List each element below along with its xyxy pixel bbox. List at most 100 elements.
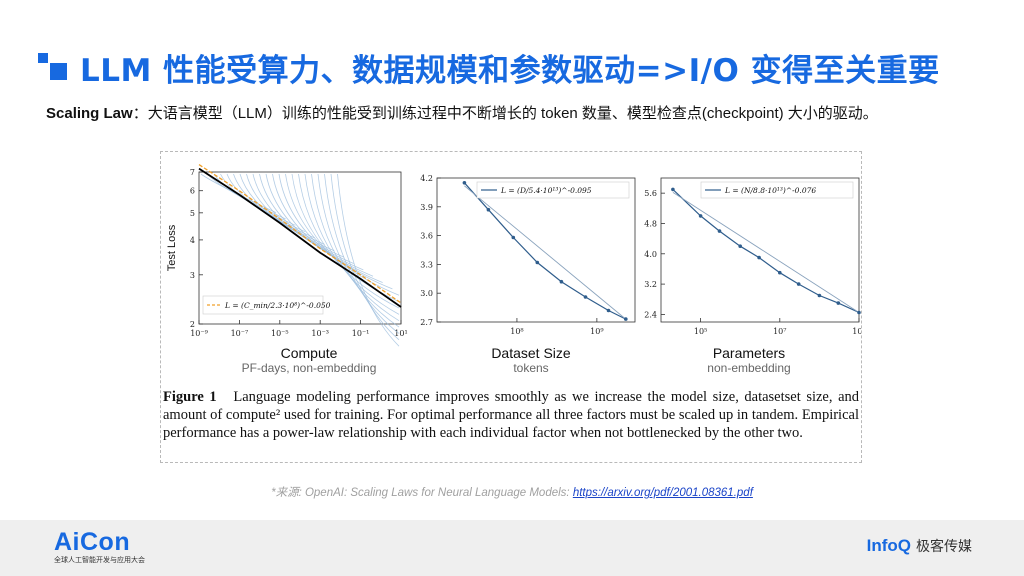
series-line (463, 182, 627, 320)
training-curve (324, 173, 400, 334)
figure-caption: Figure 1 Language modeling performance i… (163, 388, 859, 442)
source-note: *来源: OpenAI: Scaling Laws for Neural Lan… (0, 484, 1024, 500)
data-point (738, 244, 742, 248)
y-tick-label: 5 (190, 209, 195, 218)
x-tick-label: 10⁻¹ (352, 329, 370, 338)
training-curve (246, 173, 345, 258)
source-prefix: *来源: OpenAI: Scaling Laws for Neural Lan… (271, 487, 573, 499)
slide-title: LLM 性能受算力、数据规模和参数驱动=>I/O 变得至关重要 (38, 44, 940, 90)
caption-label: Figure 1 (163, 389, 217, 405)
legend-label: L = (C_min/2.3·10⁸)^-0.050 (224, 301, 331, 310)
aicon-logo: AiCon 全球人工智能开发与应用大会 (54, 528, 145, 565)
y-tick-label: 2.7 (420, 318, 433, 327)
x-tick-label: 10⁻⁷ (231, 329, 249, 338)
training-curve (226, 173, 315, 239)
loss-envelope-line (198, 167, 402, 308)
y-tick-label: 3 (190, 271, 195, 280)
training-curve (330, 173, 400, 341)
x-tick-label: 10⁷ (773, 327, 786, 336)
data-point (511, 235, 516, 240)
panel-name: Parameters (712, 345, 786, 361)
data-point (624, 317, 628, 321)
training-curve (265, 173, 374, 277)
y-tick-label: 3.9 (420, 203, 433, 212)
plot-frame (660, 177, 860, 323)
panel-label-compute: Compute PF-days, non-embedding (229, 345, 389, 375)
x-tick-label: 10⁵ (694, 327, 707, 336)
series-line (672, 188, 860, 314)
training-curve (298, 173, 400, 309)
y-axis-label: Test Loss (166, 224, 178, 271)
infoq-chinese-name: 极客传媒 (916, 538, 972, 554)
data-point (757, 255, 761, 260)
data-point (717, 229, 722, 233)
x-tick-label: 10⁹ (852, 327, 861, 336)
title-text: LLM 性能受算力、数据规模和参数驱动=>I/O 变得至关重要 (80, 52, 940, 89)
training-curve (311, 173, 400, 322)
data-point (698, 214, 703, 218)
data-point (583, 295, 588, 299)
subtitle-text: ：大语言模型（LLM）训练的性能受到训练过程中不断增长的 token 数量、模型… (132, 105, 878, 122)
x-tick-label: 10⁻⁵ (271, 329, 289, 338)
training-curve (317, 173, 400, 328)
training-curve (252, 173, 354, 264)
legend-box (476, 181, 630, 199)
panel-label-parameters: Parameters non-embedding (669, 345, 829, 375)
y-tick-label: 2.4 (644, 310, 657, 319)
legend-box (700, 181, 854, 199)
source-link[interactable]: https://arxiv.org/pdf/2001.08361.pdf (572, 487, 753, 499)
data-point (671, 187, 675, 192)
power-law-fit-line (464, 185, 627, 320)
infoq-logo-text: InfoQ (866, 536, 911, 555)
y-tick-label: 4.0 (644, 250, 657, 259)
caption-text: Language modeling performance improves s… (163, 389, 860, 441)
panel-label-dataset: Dataset Size tokens (451, 345, 611, 375)
y-tick-label: 3.6 (420, 232, 433, 241)
x-tick-label: 10⁻³ (311, 329, 329, 338)
y-tick-label: 4 (190, 236, 195, 245)
footer: AiCon 全球人工智能开发与应用大会 InfoQ 极客传媒 (0, 520, 1024, 576)
panel-unit: tokens (513, 361, 549, 375)
subtitle: Scaling Law：大语言模型（LLM）训练的性能受到训练过程中不断增长的 … (46, 102, 878, 123)
training-curve (285, 173, 400, 296)
aicon-logo-text: AiCon (54, 528, 131, 556)
y-tick-label: 3.0 (420, 289, 433, 298)
y-tick-label: 7 (190, 168, 195, 177)
infoq-logo: InfoQ 极客传媒 (867, 536, 972, 556)
x-tick-label: 10¹ (394, 329, 407, 338)
training-curve (220, 173, 306, 233)
subtitle-term: Scaling Law (46, 105, 133, 122)
panel-name: Dataset Size (491, 345, 571, 361)
data-point (486, 207, 491, 212)
y-tick-label: 4.8 (644, 219, 657, 228)
data-point (796, 282, 801, 286)
scaling-law-plots: 10⁻⁹ 10⁻⁷ 10⁻⁵ 10⁻³ 10⁻¹ 10¹ 2 3 4 5 6 7 Test Loss L … (166, 164, 861, 347)
training-curve (278, 173, 393, 290)
data-point (462, 181, 467, 185)
legend-box (202, 295, 324, 315)
aicon-tagline: 全球人工智能开发与应用大会 (54, 556, 145, 564)
panel-unit: non-embedding (707, 361, 791, 375)
data-point (857, 310, 861, 315)
y-tick-label: 6 (190, 187, 195, 196)
data-point (817, 293, 822, 298)
y-tick-label: 2 (190, 320, 195, 329)
training-curve (259, 173, 364, 271)
training-curve (272, 173, 383, 283)
data-point (559, 279, 564, 284)
figure: 10⁻⁹ 10⁻⁷ 10⁻⁵ 10⁻³ 10⁻¹ 10¹ 2 3 4 5 6 7 Test Loss L … (160, 151, 862, 463)
data-point (606, 308, 611, 313)
legend-label: L = (D/5.4·10¹³)^-0.095 (500, 186, 592, 195)
x-tick-label: 10⁸ (510, 327, 523, 336)
panel-unit: PF-days, non-embedding (241, 361, 377, 375)
data-point (836, 301, 841, 305)
y-tick-label: 3.2 (644, 280, 657, 289)
y-tick-label: 3.3 (420, 260, 433, 269)
x-tick-label: 10⁻⁹ (190, 329, 208, 338)
power-law-fit-line (198, 164, 402, 304)
data-point (535, 260, 540, 265)
data-point (778, 270, 782, 275)
y-tick-label: 4.2 (420, 174, 433, 183)
legend-label: L = (N/8.8·10¹³)^-0.076 (724, 186, 816, 195)
training-curve (213, 173, 296, 226)
